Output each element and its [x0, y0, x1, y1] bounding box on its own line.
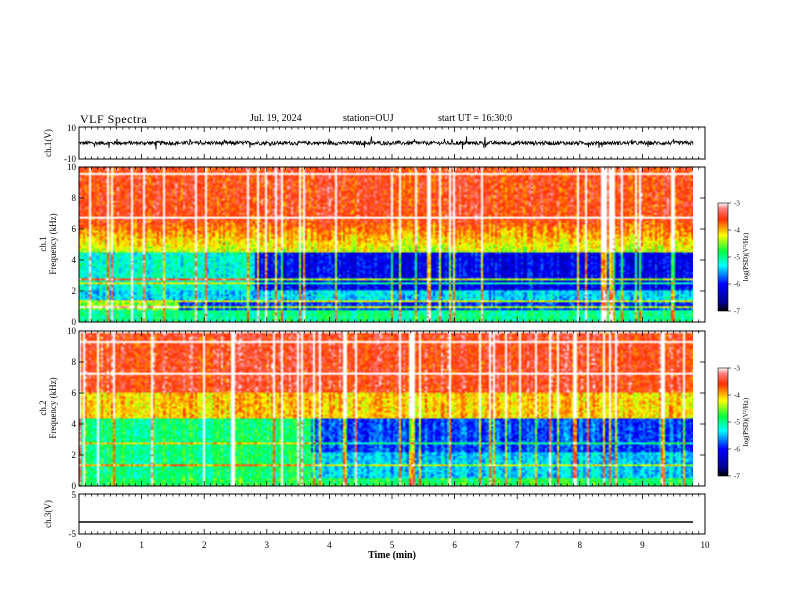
x-tick-label: 6: [452, 540, 457, 550]
ch1-ytick-bottom: -10: [64, 154, 76, 164]
x-tick-label: 5: [390, 540, 395, 550]
ch2-colorbar-label: log(PSD)(V²/Hz): [742, 397, 750, 446]
ch1-spectrogram-ytick-label: 4: [72, 255, 77, 265]
ch1-colorbar-tick: -7: [734, 308, 740, 316]
ch2-spectrogram-ytick-label: 4: [72, 419, 77, 429]
ch3-waveform-panel: 5 -5 ch.3(V): [43, 490, 706, 539]
ch1-spectrogram-ytick-label: 8: [72, 193, 77, 203]
x-tick-label: 9: [640, 540, 645, 550]
ch3-waveform-ylabel: ch.3(V): [43, 500, 53, 528]
ch1-colorbar-label: log(PSD)(V²/Hz): [742, 232, 750, 281]
ch1-colorbar-tick: -6: [734, 281, 740, 289]
ch3-ytick-bottom: -5: [69, 529, 77, 539]
x-tick-label: 2: [202, 540, 207, 550]
station-label: station=OUJ: [343, 113, 394, 124]
ch1-colorbar-tick: -4: [734, 227, 740, 235]
ch2-spectrogram-ytick-label: 8: [72, 357, 77, 367]
ch2-spectrogram-image: [79, 331, 693, 486]
ch2-spectrogram-ytick-label: 0: [72, 481, 77, 491]
ch2-colorbar-tick: -3: [734, 365, 740, 373]
ch1-colorbar-tick: -5: [734, 254, 740, 262]
ch2-colorbar-gradient: [718, 368, 728, 476]
ch1-spectrogram-ytick-label: 0: [72, 317, 77, 327]
ch1-waveform-ylabel: ch.1(V): [43, 129, 53, 157]
ch2-colorbar-tick: -4: [734, 392, 740, 400]
ch1-colorbar: -3 -4 -5 -6 -7 log(PSD)(V²/Hz): [717, 200, 750, 316]
start-ut-label: start UT = 16:30:0: [438, 113, 513, 124]
x-tick-label: 8: [578, 540, 583, 550]
x-tick-label: 7: [515, 540, 520, 550]
ch2-spectrogram-ylabel: Frequency (kHz): [48, 377, 58, 438]
x-axis-label: Time (min): [368, 550, 416, 561]
ch1-waveform-panel: 10 -10 ch.1(V): [43, 123, 706, 164]
ch1-ytick-top: 10: [67, 123, 77, 133]
x-tick-label: 4: [327, 540, 332, 550]
ch1-colorbar-gradient: [718, 203, 728, 311]
x-tick-label: 3: [265, 540, 270, 550]
ch1-spectrogram-image: [79, 167, 693, 322]
ch1-spectrogram-panel: 0 2 4 6 8 10 ch.1 Frequency (kHz): [38, 162, 706, 327]
ch1-spectrogram-ytick-label: 2: [72, 286, 77, 296]
ch2-colorbar-tick: -6: [734, 446, 740, 454]
ch1-spectrogram-ytick-label: 6: [72, 224, 77, 234]
ch2-spectrogram-ytick-label: 2: [72, 450, 77, 460]
x-tick-label: 1: [139, 540, 144, 550]
chart-title: VLF Spectra: [80, 112, 148, 126]
ch1-spectrogram-ylabel: Frequency (kHz): [48, 213, 58, 274]
ch1-spectrogram-ytick-label: 10: [67, 162, 77, 172]
ch3-ytick-top: 5: [72, 490, 77, 500]
x-tick-label: 0: [77, 540, 82, 550]
ch2-spectrogram-ytick-label: 10: [67, 326, 77, 336]
x-tick-label: 10: [701, 540, 711, 550]
ch2-spectrogram-channel-label: ch.2: [38, 400, 48, 415]
ch1-waveform-line: [78, 136, 694, 150]
ch1-spectrogram-channel-label: ch.1: [38, 236, 48, 251]
ch2-spectrogram-panel: 0 2 4 6 8 10 ch.2 Frequency (kHz): [38, 326, 706, 491]
ch1-colorbar-tick: -3: [734, 200, 740, 208]
date-label: Jul. 19, 2024: [250, 113, 302, 124]
ch2-colorbar-tick: -5: [734, 419, 740, 427]
panel-tick-marks: [78, 127, 706, 534]
ch2-spectrogram-ytick-label: 6: [72, 388, 77, 398]
ch2-colorbar: -3 -4 -5 -6 -7 log(PSD)(V²/Hz): [717, 365, 750, 481]
ch3-waveform-frame: [78, 493, 706, 535]
ch2-colorbar-tick: -7: [734, 473, 740, 481]
